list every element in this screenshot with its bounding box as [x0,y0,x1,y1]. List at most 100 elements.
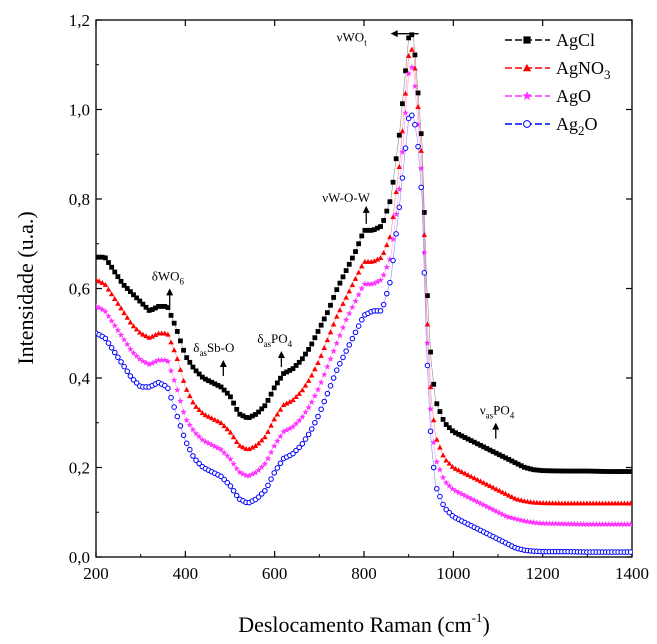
data-point [164,358,172,365]
data-point [120,336,128,343]
data-point [499,489,506,495]
data-point [127,345,134,352]
data-point [155,356,162,363]
data-point [311,392,319,399]
data-point [262,487,268,494]
data-point [187,393,193,399]
legend-label: AgCl [556,30,595,50]
annotation-text: 4 [288,339,293,349]
data-point [368,227,374,233]
data-point [468,495,475,502]
data-point [186,421,193,428]
data-point [174,355,181,361]
data-point [127,373,134,379]
data-point [505,492,512,498]
data-point [224,390,230,396]
data-point [293,447,299,454]
data-point [227,483,234,489]
data-point [465,472,471,478]
data-point [627,500,632,506]
data-point [437,493,443,500]
data-point [156,304,161,309]
data-point [221,423,227,429]
x-axis-title: Deslocamento Raman (cm-1) [238,610,490,637]
legend-label-main: AgCl [556,30,595,50]
data-point [399,148,406,155]
data-point [575,468,580,474]
data-point [402,145,409,151]
data-point [124,314,131,320]
data-point [581,468,587,474]
data-point [280,428,287,435]
data-point [330,321,337,327]
annotation-text: PO [493,403,510,418]
data-point [187,446,193,453]
data-point [424,339,431,346]
annotation-label: νWOt [337,30,368,48]
data-point [439,474,447,481]
data-point [208,441,215,448]
legend-label-main: AgNO [556,58,604,78]
data-point [268,476,274,482]
data-point [371,227,377,233]
data-point [292,420,300,427]
data-point [137,298,143,304]
data-point [321,398,328,405]
data-point [305,404,312,411]
y-tick-label: 1,2 [69,11,90,30]
data-point [224,426,231,432]
data-point [165,385,171,392]
data-point [471,497,478,504]
data-point [434,485,440,492]
data-point [500,453,505,459]
data-point [484,446,490,451]
data-point [396,185,403,192]
data-point [190,364,196,370]
data-point [355,323,362,329]
plot-frame [95,19,633,558]
data-point [206,378,211,384]
data-point [411,82,419,89]
data-point [133,380,140,386]
data-point [486,504,494,511]
x-tick-label: 400 [173,564,199,583]
data-point [209,379,215,385]
data-point [339,324,347,331]
data-point [349,303,356,311]
data-point [277,406,284,412]
data-point [336,332,344,339]
data-point [293,394,299,400]
data-point [589,520,597,528]
data-point [421,249,428,256]
data-point [283,400,290,406]
data-point [596,520,603,528]
data-point [358,285,365,292]
data-point [518,516,525,524]
data-point [387,279,393,286]
data-point [418,131,424,137]
data-point [243,414,249,420]
data-point [136,355,143,362]
annotation-label: νW-O-W [322,190,370,205]
annotation-text: as [264,339,272,349]
data-point [346,342,353,348]
data-point [337,280,343,286]
data-point [384,242,390,248]
series-AgCl [96,32,632,474]
data-point [277,433,284,440]
x-tick-label: 800 [351,564,377,583]
annotation-text: PO [271,331,288,346]
data-point [518,463,524,469]
data-point [112,296,118,302]
data-point [259,406,265,412]
data-point [618,469,624,474]
data-point [459,433,465,439]
data-point [290,366,296,372]
series-AgO [96,63,632,528]
data-point [215,418,221,424]
legend-marker [522,63,532,72]
data-point [333,313,340,319]
data-point [615,469,621,474]
data-point [443,422,449,427]
